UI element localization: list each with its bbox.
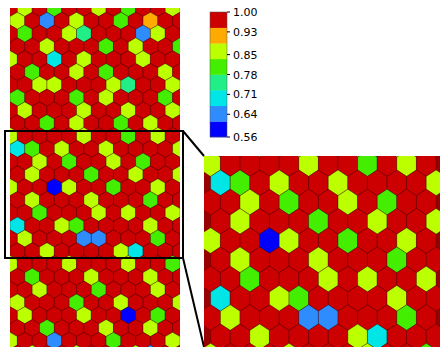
- grain-cell: [165, 332, 180, 347]
- colorbar-tick-label: 0.78: [233, 69, 258, 82]
- grain-cell: [397, 343, 417, 347]
- zoom-box: [5, 131, 183, 258]
- colorbar-tick: [227, 94, 230, 95]
- colorbar-band: [210, 59, 227, 75]
- inset-background: [204, 156, 440, 347]
- grain-cell: [25, 345, 40, 347]
- colorbar-tick: [227, 74, 230, 75]
- grain-cell: [426, 324, 440, 347]
- grain-cell: [17, 332, 32, 347]
- colorbar-band: [210, 121, 227, 137]
- grain-cell: [211, 324, 231, 347]
- grain-cell: [269, 324, 289, 347]
- map-background: [10, 8, 180, 347]
- colorbar-band: [210, 28, 227, 44]
- grain-cell: [250, 324, 270, 347]
- colorbar-tick: [227, 114, 230, 115]
- grain-cell: [143, 345, 158, 347]
- grain-cell: [10, 345, 25, 347]
- colorbar-tick-label: 0.56: [233, 131, 258, 144]
- grain-cell: [150, 332, 165, 347]
- grain-cell: [299, 343, 319, 347]
- colorbar-band: [210, 90, 227, 106]
- colorbar-tick-label: 0.93: [233, 26, 258, 39]
- grain-cell: [106, 332, 121, 347]
- grain-cell: [416, 343, 436, 347]
- colorbar-frame: [210, 12, 227, 137]
- grain-cell: [47, 332, 62, 347]
- grain-cell: [40, 345, 55, 347]
- grain-cell: [54, 345, 69, 347]
- colorbar-tick-label: 0.85: [233, 49, 258, 62]
- colorbar-band: [210, 75, 227, 91]
- grain-cell: [230, 324, 250, 347]
- grain-cell: [91, 332, 106, 347]
- grain-cell: [240, 343, 260, 347]
- grain-cell: [32, 332, 47, 347]
- grain-cell: [158, 345, 173, 347]
- grain-cell: [62, 332, 77, 347]
- zoom-connector: [183, 131, 204, 156]
- grain-map: [10, 8, 180, 347]
- grain-cell: [136, 332, 151, 347]
- grain-cell: [69, 345, 84, 347]
- grain-cell: [407, 324, 427, 347]
- zoom-connector: [183, 258, 204, 347]
- grain-cell: [358, 343, 378, 347]
- grain-cell: [387, 324, 407, 347]
- grain-cell: [10, 332, 17, 347]
- grain-cell: [173, 345, 180, 347]
- figure: 1.00 0.93 0.85 0.78 0.71 0.64 0.56: [0, 0, 440, 347]
- grain-cell: [99, 345, 114, 347]
- colorbar-band: [210, 12, 227, 28]
- colorbar-band: [210, 106, 227, 122]
- grain-cell: [309, 324, 329, 347]
- grain-cell: [84, 345, 99, 347]
- grain-cell: [77, 332, 92, 347]
- colorbar-tick: [227, 31, 230, 32]
- grain-cell: [377, 343, 397, 347]
- grain-cell: [279, 343, 299, 347]
- grain-cell: [128, 345, 143, 347]
- colorbar-tick-label: 1.00: [233, 6, 258, 19]
- colorbar-band: [210, 43, 227, 59]
- grain-cell: [204, 343, 220, 347]
- grain-cell: [338, 343, 358, 347]
- colorbar-tick-label: 0.64: [233, 108, 258, 121]
- grain-cell: [260, 343, 280, 347]
- inset: [204, 156, 440, 347]
- grain-cell: [328, 324, 348, 347]
- colorbar: 1.00 0.93 0.85 0.78 0.71 0.64 0.56: [210, 6, 258, 144]
- grain-cell: [220, 343, 240, 347]
- grain-cell: [289, 324, 309, 347]
- grain-cell: [113, 345, 128, 347]
- inset-cells: [204, 156, 440, 347]
- grain-cell: [367, 324, 387, 347]
- colorbar-tick-label: 0.71: [233, 88, 258, 101]
- colorbar-tick: [227, 54, 230, 55]
- grain-cell: [121, 332, 136, 347]
- grain-cell: [348, 324, 368, 347]
- colorbar-tick: [227, 137, 230, 138]
- grain-cell: [318, 343, 338, 347]
- colorbar-tick: [227, 12, 230, 13]
